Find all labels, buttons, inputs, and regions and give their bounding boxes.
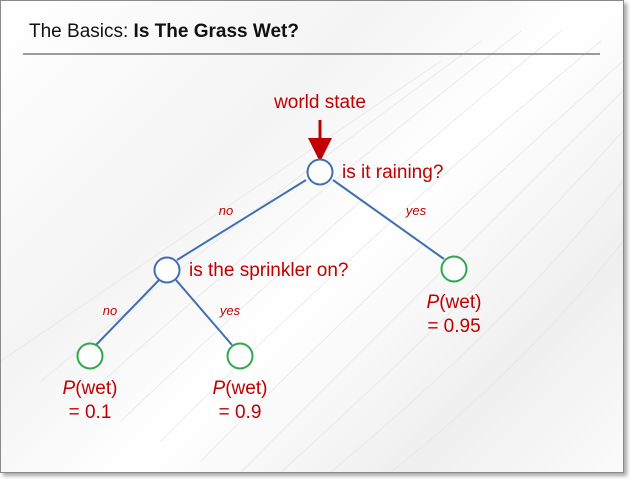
edge-label-sprinkler-yes: yes [219, 303, 241, 318]
title-divider [23, 53, 600, 55]
slide-title: The Basics: Is The Grass Wet? [29, 21, 299, 43]
leaf-label-no-sprinkler: P(wet) [63, 378, 118, 399]
leaf-node-no-sprinkler [76, 342, 104, 370]
leaf-label-sprinkler: P(wet) [213, 378, 268, 399]
leaf-value-sprinkler: = 0.9 [219, 402, 262, 423]
leaf-label-p: P [427, 292, 440, 313]
leaf-label-rest: (wet) [75, 378, 117, 399]
edge-label-sprinkler-no: no [103, 303, 117, 318]
background-rays [1, 30, 623, 472]
title-main: Is The Grass Wet? [133, 21, 299, 42]
edge-sprinkler-yes [175, 279, 233, 346]
leaf-node-sprinkler [226, 342, 254, 370]
world-state-label: world state [273, 92, 366, 113]
edge-root-no [176, 179, 307, 261]
leaf-label-p: P [213, 378, 226, 399]
leaf-label-rest: (wet) [439, 292, 481, 313]
edge-label-root-no: no [219, 203, 233, 218]
leaf-label-rest: (wet) [225, 378, 267, 399]
leaf-label-raining: P(wet) [427, 292, 482, 313]
edge-sprinkler-no [95, 279, 160, 346]
title-prefix: The Basics: [29, 21, 129, 42]
sprinkler-question-label: is the sprinkler on? [189, 260, 348, 281]
leaf-label-p: P [63, 378, 76, 399]
edge-root-yes [332, 179, 445, 260]
sprinkler-decision-node [153, 256, 181, 284]
root-question-label: is it raining? [342, 162, 443, 183]
slide: The Basics: Is The Grass Wet? [0, 0, 624, 473]
leaf-node-raining [440, 255, 468, 283]
edge-label-root-yes: yes [405, 203, 427, 218]
leaf-value-no-sprinkler: = 0.1 [69, 402, 112, 423]
root-decision-node [306, 158, 334, 186]
leaf-value-raining: = 0.95 [427, 316, 480, 337]
